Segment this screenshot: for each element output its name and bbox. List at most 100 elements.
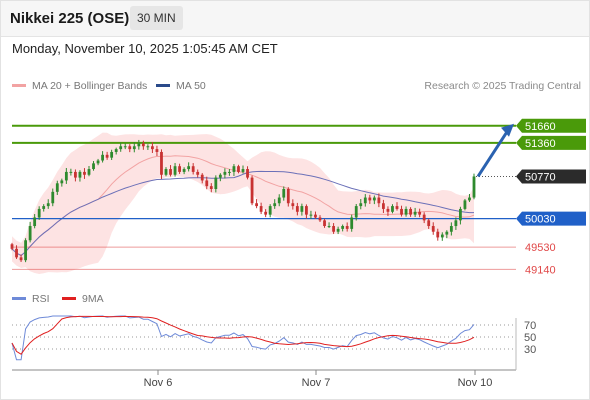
interval-button[interactable]: 30 MIN (130, 6, 183, 30)
candle-body (141, 143, 145, 147)
candle-body (314, 214, 317, 218)
candle-body (78, 171, 82, 178)
level-label-49530: 49530 (525, 242, 556, 254)
candle-body (459, 208, 462, 221)
ma50-swatch (156, 83, 170, 87)
credit-text: Research © 2025 Trading Central (424, 80, 581, 92)
candle-body (110, 151, 114, 158)
candle-body (395, 206, 399, 209)
candle-body (214, 177, 218, 189)
rsi-ma-swatch (62, 296, 76, 300)
candle-body (422, 214, 426, 221)
candle-body (182, 169, 186, 172)
candle-body (305, 206, 308, 215)
candle-body (228, 171, 231, 173)
x-tick-label: Nov 10 (458, 377, 493, 389)
candle-body (205, 180, 209, 187)
candle-body (69, 171, 73, 173)
bollinger-band (12, 132, 474, 274)
candle-body (119, 146, 123, 150)
candle-body (463, 200, 467, 209)
x-tick-label: Nov 6 (144, 377, 173, 389)
legend-ma20: MA 20 + Bollinger Bands (12, 80, 147, 92)
candle-body (237, 166, 240, 172)
candle-body (386, 208, 390, 212)
candle-body (151, 146, 154, 150)
candle-body (291, 203, 295, 207)
rsi-swatch (12, 296, 26, 300)
candle-body (132, 146, 136, 150)
candle-body (246, 169, 249, 178)
candle-body (169, 169, 172, 175)
candle-body (327, 226, 331, 228)
candle-body (250, 177, 254, 204)
legend-ma20-label: MA 20 + Bollinger Bands (32, 80, 148, 92)
candle-body (282, 189, 286, 198)
chart-header: Nikkei 225 (OSE) 30 MIN (0, 0, 590, 37)
candle-body (259, 206, 263, 212)
rsi-level-label-70: 70 (524, 320, 536, 332)
candle-body (33, 217, 37, 227)
candle-body (218, 174, 222, 178)
candle-body (15, 248, 18, 258)
candle-body (273, 203, 277, 207)
candle-body (178, 166, 181, 172)
candle-body (37, 208, 41, 218)
candle-body (128, 146, 132, 150)
candle-body (164, 169, 168, 175)
candle-body (255, 203, 258, 207)
candle-body (209, 186, 213, 189)
candle-body (286, 189, 290, 204)
candle-body (391, 206, 394, 212)
candle-body (155, 149, 159, 152)
level-tag-51660 (516, 118, 586, 133)
candle-body (363, 197, 367, 204)
candle-body (332, 226, 335, 232)
candle-body (87, 169, 91, 175)
rsi-ma-line (11, 315, 475, 355)
rsi-level-label-50: 50 (524, 332, 536, 344)
rsi-line (11, 315, 475, 361)
candle-body (268, 206, 272, 215)
candle-body (341, 226, 345, 229)
level-tag-51360 (516, 135, 586, 150)
candle-body (323, 220, 326, 227)
level-tag-50770 (516, 169, 586, 184)
candle-body (404, 208, 408, 215)
candle-body (377, 197, 381, 204)
candle-body (295, 206, 299, 212)
candle-body (264, 211, 268, 215)
candle-body (105, 154, 109, 158)
candle-body (241, 169, 245, 172)
legend-ma50-label: MA 50 (176, 80, 206, 92)
level-label-51660: 51660 (525, 121, 556, 133)
level-label-49140: 49140 (525, 264, 556, 276)
candle-body (350, 217, 354, 229)
candle-body (400, 208, 403, 215)
candle-body (318, 217, 322, 221)
candle-body (74, 171, 77, 178)
projection-arrow-head (501, 123, 514, 137)
candle-body (60, 180, 64, 184)
legend-rsi-ma: 9MA (62, 293, 104, 305)
candle-body (28, 226, 32, 241)
candle-body (83, 171, 86, 175)
candle-body (309, 214, 313, 216)
level-label-50770: 50770 (525, 171, 556, 183)
candle-body (232, 166, 236, 172)
legend-ma50: MA 50 (156, 80, 206, 92)
candle-body (354, 206, 358, 218)
candle-body (51, 191, 55, 204)
candle-body (368, 197, 372, 201)
candle-body (454, 220, 458, 227)
level-label-51360: 51360 (525, 138, 556, 150)
x-tick-label: Nov 7 (302, 377, 331, 389)
candle-body (101, 154, 104, 161)
candle-body (46, 203, 50, 207)
candle-body (413, 211, 417, 215)
ma50-line (11, 170, 474, 257)
instrument-title: Nikkei 225 (OSE) (10, 10, 130, 27)
candle-body (160, 151, 163, 175)
candle-body (123, 146, 127, 148)
